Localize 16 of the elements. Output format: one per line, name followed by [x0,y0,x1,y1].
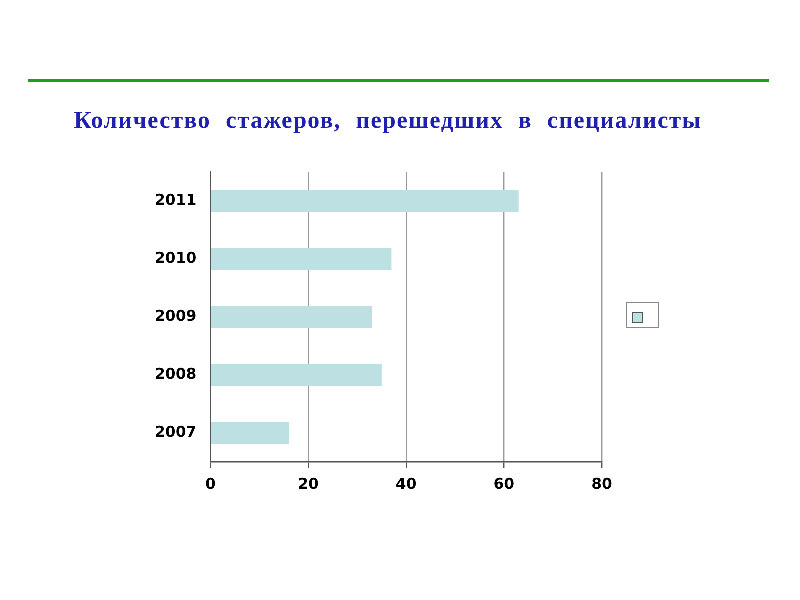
bar [211,364,382,386]
x-tick-label: 20 [298,474,319,493]
bar [211,248,392,270]
y-tick-label: 2007 [155,422,197,441]
x-tick-label: 80 [592,474,612,493]
x-tick-label: 0 [206,474,216,493]
x-tick-label: 40 [396,474,417,493]
bar [211,422,289,444]
x-tick-label: 60 [494,474,515,493]
bar [211,190,519,212]
y-tick-label: 2011 [155,190,197,209]
chart-title: Количество стажеров, перешедших в специалисты [73,107,703,136]
bar [211,306,372,328]
y-tick-label: 2009 [155,306,197,325]
y-tick-label: 2008 [155,364,197,383]
y-tick-label: 2010 [155,248,197,267]
